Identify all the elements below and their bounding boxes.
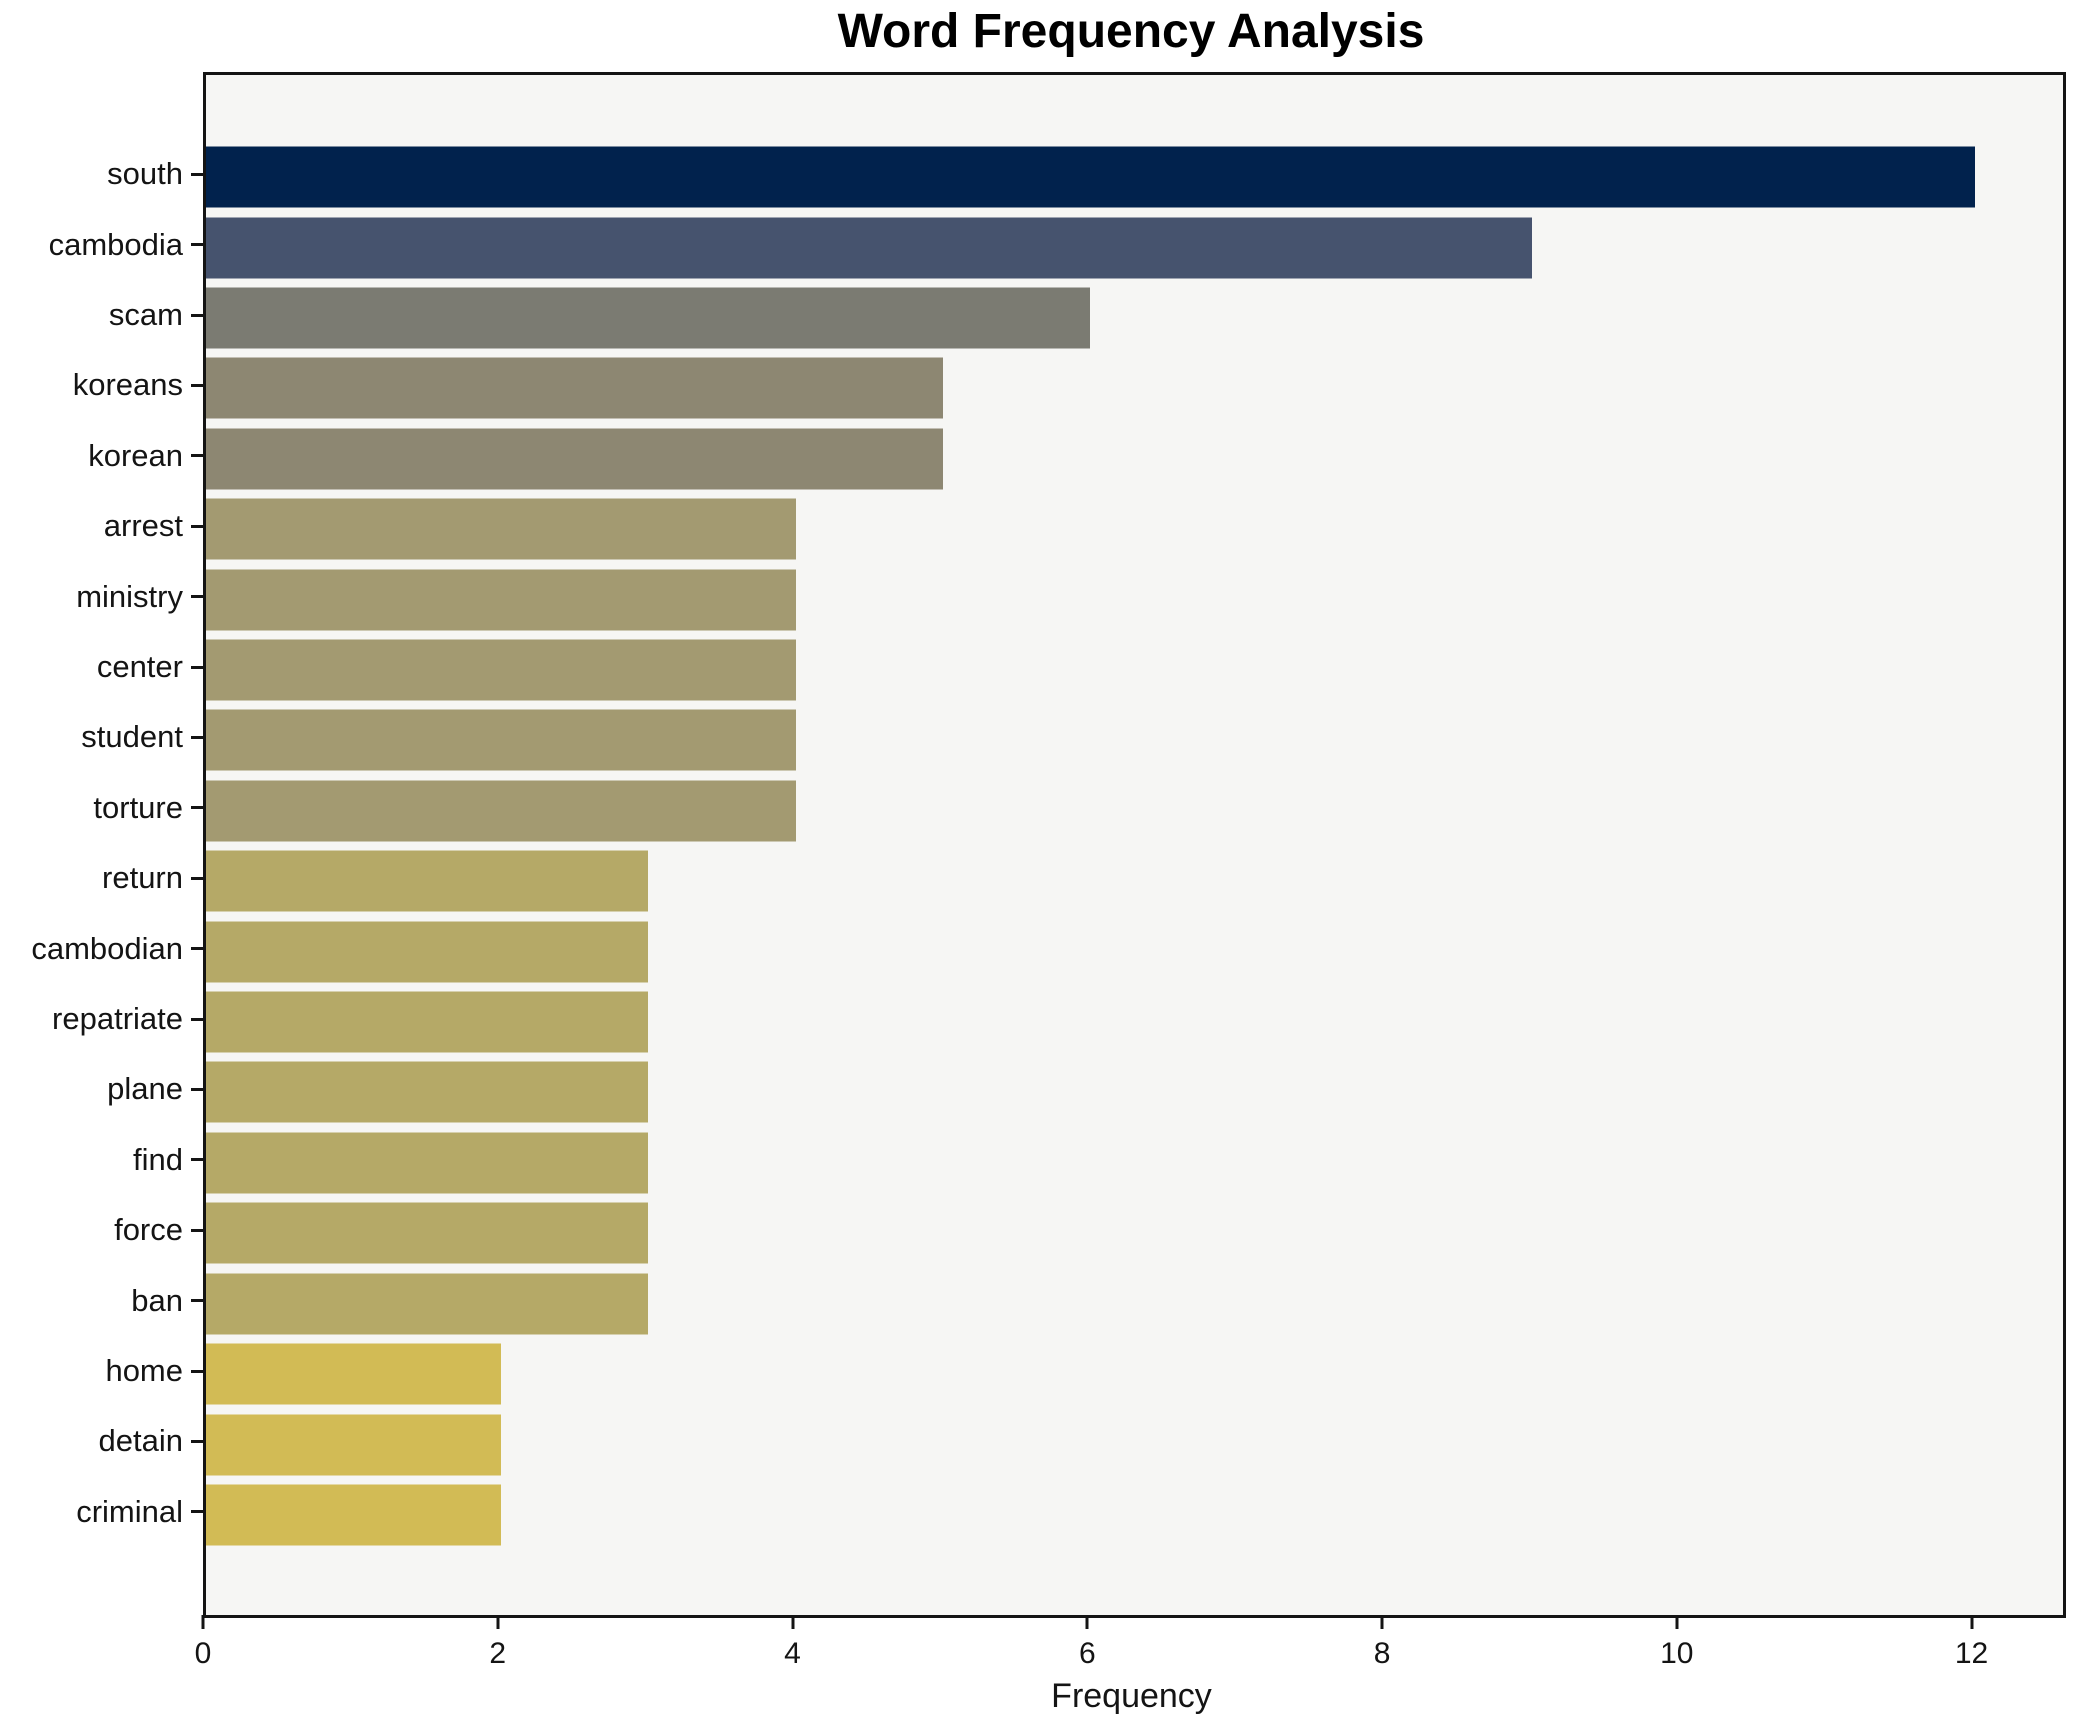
bar-row bbox=[206, 1339, 2063, 1409]
y-tick-label: torture bbox=[93, 789, 183, 825]
y-tick-mark bbox=[191, 595, 203, 599]
x-tick-label: 6 bbox=[1078, 1637, 1096, 1670]
bar-student bbox=[206, 709, 796, 771]
y-tick-label: korean bbox=[88, 437, 183, 473]
bar-row bbox=[206, 424, 2063, 494]
y-tick-label: plane bbox=[107, 1071, 183, 1107]
x-tick-mark bbox=[1085, 1615, 1089, 1629]
y-tick-label: home bbox=[105, 1353, 183, 1388]
bar-scam bbox=[206, 287, 1091, 349]
y-tick-label: criminal bbox=[76, 1493, 183, 1529]
x-axis-label: Frequency bbox=[1051, 1677, 1212, 1715]
chart-title: Word Frequency Analysis bbox=[837, 5, 1425, 58]
y-tick-label: repatriate bbox=[52, 1001, 183, 1036]
bar-home bbox=[206, 1343, 501, 1405]
x-tick-label: 0 bbox=[194, 1637, 212, 1670]
y-tick-mark bbox=[191, 383, 203, 387]
bar-row bbox=[206, 635, 2063, 705]
bar-detain bbox=[206, 1414, 501, 1476]
bar-find bbox=[206, 1132, 649, 1194]
y-tick-mark bbox=[191, 806, 203, 810]
bar-ban bbox=[206, 1273, 649, 1335]
bar-row bbox=[206, 1480, 2063, 1550]
y-tick-mark bbox=[191, 243, 203, 247]
bar-return bbox=[206, 850, 649, 912]
y-tick-label: south bbox=[107, 156, 183, 192]
y-tick-mark bbox=[191, 1369, 203, 1373]
y-tick-label: student bbox=[81, 719, 183, 755]
bar-row bbox=[206, 1057, 2063, 1127]
bar-criminal bbox=[206, 1484, 501, 1546]
y-tick-mark bbox=[191, 1158, 203, 1162]
x-tick-mark bbox=[1675, 1615, 1679, 1629]
bar-row bbox=[206, 1269, 2063, 1339]
y-tick-mark bbox=[191, 1017, 203, 1021]
bar-row bbox=[206, 1198, 2063, 1268]
x-tick-label: 10 bbox=[1660, 1637, 1694, 1670]
y-tick-mark bbox=[191, 665, 203, 669]
bar-row bbox=[206, 1128, 2063, 1198]
y-tick-label: koreans bbox=[72, 367, 183, 403]
x-tick-mark bbox=[1970, 1615, 1974, 1629]
x-tick-label: 4 bbox=[784, 1637, 801, 1670]
y-tick-label: center bbox=[96, 649, 183, 684]
y-tick-label: arrest bbox=[103, 508, 183, 544]
y-tick-mark bbox=[191, 313, 203, 317]
x-tick-label: 8 bbox=[1373, 1637, 1391, 1670]
x-tick-mark bbox=[496, 1615, 500, 1629]
bar-row bbox=[206, 705, 2063, 775]
y-tick-label: scam bbox=[108, 297, 183, 332]
y-tick-label: ban bbox=[131, 1282, 183, 1318]
y-tick-mark bbox=[191, 1087, 203, 1091]
y-tick-label: ministry bbox=[76, 578, 183, 614]
y-tick-mark bbox=[191, 172, 203, 176]
x-tick-label: 2 bbox=[489, 1637, 507, 1670]
y-tick-label: return bbox=[102, 860, 183, 896]
bars-container bbox=[206, 75, 2063, 1615]
x-tick-mark bbox=[1380, 1615, 1384, 1629]
bar-force bbox=[206, 1202, 649, 1264]
bar-repatriate bbox=[206, 991, 649, 1053]
bar-ministry bbox=[206, 569, 796, 631]
bar-row bbox=[206, 494, 2063, 564]
bar-center bbox=[206, 639, 796, 701]
bar-row bbox=[206, 283, 2063, 353]
bar-koreans bbox=[206, 357, 943, 419]
bar-row bbox=[206, 353, 2063, 423]
bar-row bbox=[206, 987, 2063, 1057]
y-tick-label: find bbox=[133, 1141, 183, 1177]
bar-korean bbox=[206, 428, 943, 490]
bar-south bbox=[206, 146, 1975, 208]
y-tick-mark bbox=[191, 947, 203, 951]
y-tick-mark bbox=[191, 1510, 203, 1514]
x-tick-label: 12 bbox=[1954, 1637, 1989, 1670]
bar-arrest bbox=[206, 498, 796, 560]
bar-row bbox=[206, 846, 2063, 916]
bar-torture bbox=[206, 780, 796, 842]
y-tick-mark bbox=[191, 454, 203, 458]
y-tick-mark bbox=[191, 876, 203, 880]
y-tick-label: cambodia bbox=[48, 226, 183, 262]
y-tick-mark bbox=[191, 1299, 203, 1303]
y-tick-label: force bbox=[114, 1212, 183, 1248]
bar-cambodian bbox=[206, 921, 649, 983]
y-tick-mark bbox=[191, 735, 203, 739]
y-tick-mark bbox=[191, 1228, 203, 1232]
y-tick-mark bbox=[191, 524, 203, 528]
bar-row bbox=[206, 564, 2063, 634]
bar-row bbox=[206, 212, 2063, 282]
bar-row bbox=[206, 142, 2063, 212]
bar-plane bbox=[206, 1061, 649, 1123]
bar-row bbox=[206, 1409, 2063, 1479]
x-tick-mark bbox=[791, 1615, 795, 1629]
x-tick-mark bbox=[201, 1615, 205, 1629]
plot-area bbox=[203, 72, 2066, 1618]
bar-row bbox=[206, 916, 2063, 986]
y-tick-label: detain bbox=[98, 1423, 183, 1459]
bar-cambodia bbox=[206, 217, 1533, 279]
y-tick-mark bbox=[191, 1439, 203, 1443]
y-tick-label: cambodian bbox=[31, 930, 183, 966]
bar-row bbox=[206, 776, 2063, 846]
